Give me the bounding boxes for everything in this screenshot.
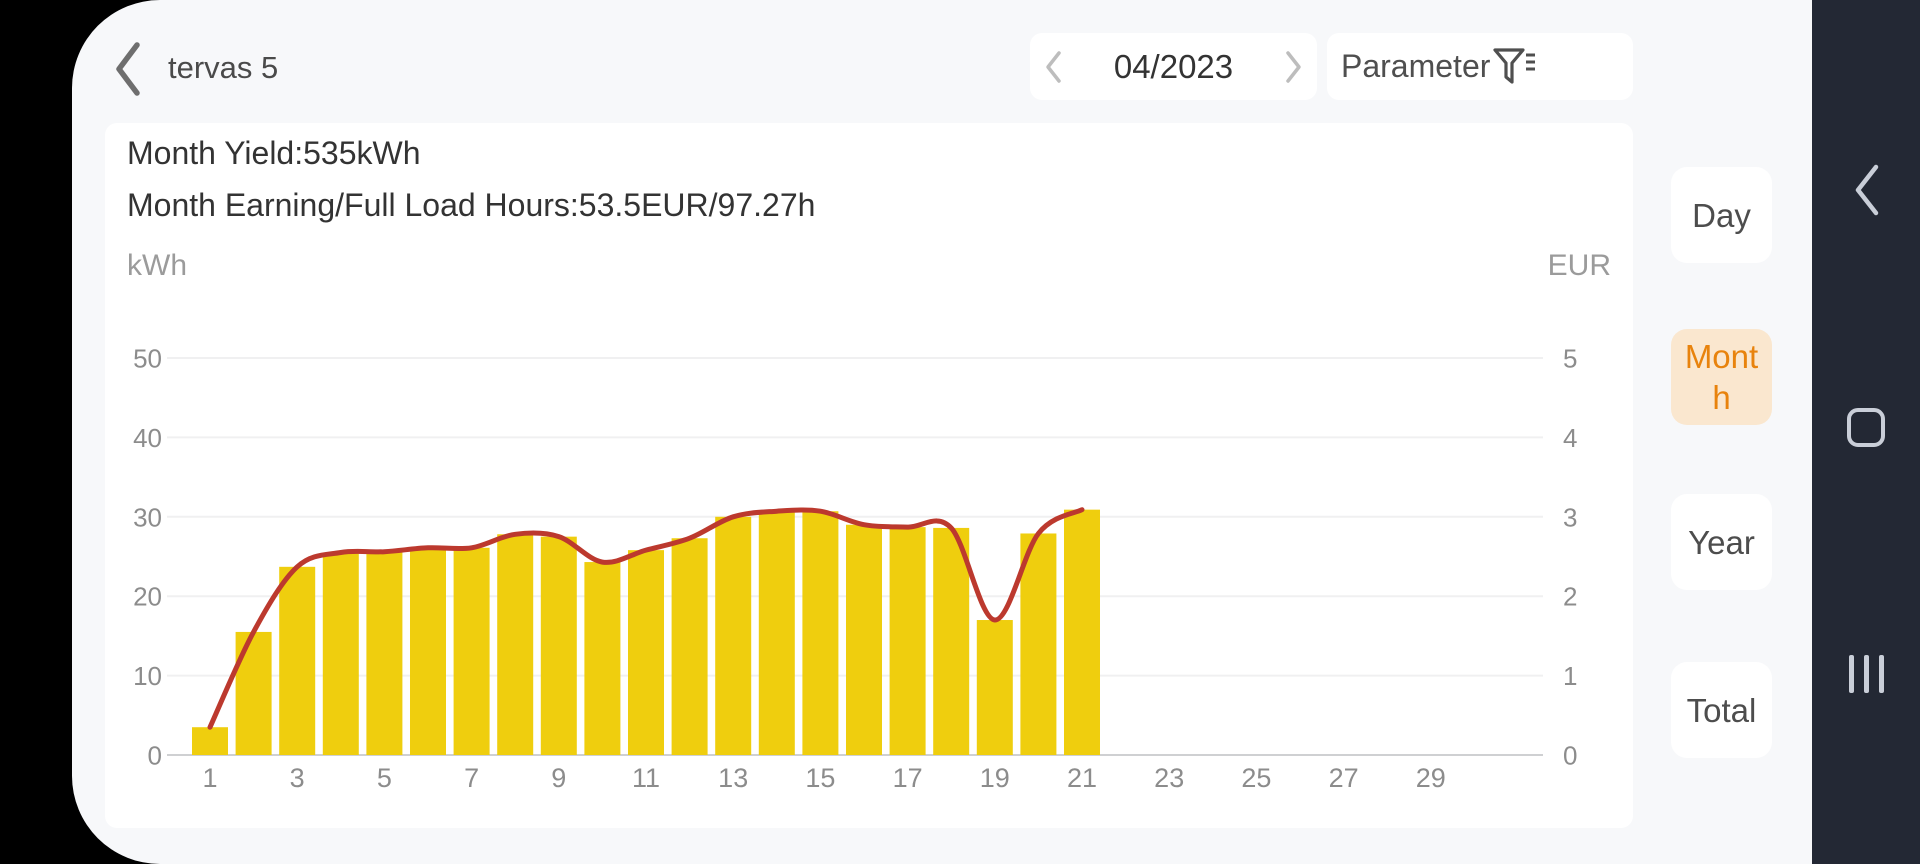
svg-text:15: 15 — [805, 763, 835, 793]
parameter-button[interactable]: Parameter — [1327, 33, 1633, 100]
tab-month[interactable]: Month — [1671, 329, 1772, 425]
tab-day-label: Day — [1692, 196, 1751, 234]
svg-text:3: 3 — [290, 763, 305, 793]
yield-bar — [540, 536, 577, 755]
svg-text:29: 29 — [1416, 763, 1446, 793]
tab-year[interactable]: Year — [1671, 494, 1772, 590]
right-axis-unit: EUR — [1547, 249, 1611, 282]
svg-text:25: 25 — [1241, 763, 1271, 793]
yield-bar — [584, 562, 621, 755]
yield-bar — [453, 547, 490, 755]
yield-bar — [235, 631, 272, 755]
chevron-right-icon — [1286, 50, 1301, 83]
android-back-button[interactable] — [1852, 162, 1880, 223]
tab-year-label: Year — [1688, 523, 1755, 561]
yield-bar — [192, 727, 228, 755]
yield-bar — [671, 538, 708, 755]
android-recents-button[interactable] — [1849, 655, 1884, 693]
svg-text:17: 17 — [893, 763, 923, 793]
svg-text:30: 30 — [133, 502, 162, 532]
chevron-left-icon — [1046, 50, 1061, 83]
svg-text:23: 23 — [1154, 763, 1184, 793]
yield-bar — [1020, 533, 1057, 755]
svg-text:1: 1 — [1563, 661, 1577, 691]
svg-text:19: 19 — [980, 763, 1010, 793]
yield-bar — [628, 550, 664, 755]
svg-text:3: 3 — [1563, 502, 1577, 532]
yield-bar — [889, 527, 926, 755]
tab-month-label: Month — [1684, 338, 1759, 416]
svg-text:0: 0 — [1563, 740, 1577, 770]
yield-bar — [366, 551, 403, 755]
yield-bar — [1064, 509, 1100, 755]
svg-text:27: 27 — [1329, 763, 1359, 793]
recents-bar-icon — [1864, 655, 1869, 693]
back-button[interactable] — [112, 40, 142, 98]
earning-line — [207, 507, 1085, 730]
android-home-button[interactable] — [1847, 408, 1885, 447]
selected-month-label[interactable]: 04/2023 — [1113, 47, 1234, 85]
back-chevron-icon — [116, 42, 140, 96]
android-back-icon — [1855, 164, 1879, 216]
android-nav-bar — [1812, 0, 1920, 864]
app-window: tervas 5 04/2023 Parameter Month Yield:5… — [72, 0, 1812, 864]
filter-icon — [1493, 47, 1536, 84]
right-axis-ticks: 0 1 2 3 4 5 — [1563, 343, 1577, 770]
tab-total-label: Total — [1686, 691, 1757, 729]
yield-bar — [322, 552, 359, 755]
yield-bar — [976, 620, 1013, 755]
svg-text:10: 10 — [133, 661, 162, 691]
prev-month-button[interactable] — [1044, 50, 1062, 84]
svg-text:5: 5 — [1563, 343, 1577, 373]
yield-bar — [410, 547, 446, 755]
left-axis-unit: kWh — [127, 249, 187, 282]
yield-bar — [802, 511, 839, 755]
svg-text:7: 7 — [464, 763, 479, 793]
month-earning-stat: Month Earning/Full Load Hours:53.5EUR/97… — [127, 187, 816, 223]
svg-text:20: 20 — [133, 582, 162, 612]
x-axis-ticks: 1 3 5 7 9 11 13 15 17 19 21 23 25 27 29 — [202, 763, 1445, 793]
yield-bars — [192, 509, 1100, 755]
yield-bar — [846, 524, 882, 755]
next-month-button[interactable] — [1285, 50, 1303, 84]
svg-text:50: 50 — [133, 343, 162, 373]
svg-text:4: 4 — [1563, 423, 1577, 453]
yield-bar — [933, 527, 970, 755]
chart-card: Month Yield:535kWh Month Earning/Full Lo… — [105, 123, 1633, 828]
yield-bar — [715, 516, 752, 755]
yield-bar — [758, 511, 795, 755]
svg-text:21: 21 — [1067, 763, 1097, 793]
date-navigator: 04/2023 — [1030, 33, 1317, 100]
svg-text:5: 5 — [377, 763, 392, 793]
recents-bar-icon — [1849, 655, 1854, 693]
svg-text:13: 13 — [718, 763, 748, 793]
tab-day[interactable]: Day — [1671, 167, 1772, 263]
svg-text:2: 2 — [1563, 582, 1577, 612]
left-axis-ticks: 0 10 20 30 40 50 — [133, 343, 162, 770]
yield-bar — [279, 566, 316, 755]
month-yield-stat: Month Yield:535kWh — [127, 135, 421, 171]
svg-text:9: 9 — [551, 763, 566, 793]
svg-text:1: 1 — [202, 763, 217, 793]
yield-bar — [497, 534, 534, 755]
page-title: tervas 5 — [168, 50, 279, 85]
parameter-label: Parameter — [1341, 48, 1491, 84]
tab-total[interactable]: Total — [1671, 662, 1772, 758]
recents-bar-icon — [1879, 655, 1884, 693]
svg-text:40: 40 — [133, 423, 162, 453]
svg-text:0: 0 — [148, 740, 162, 770]
svg-text:11: 11 — [632, 763, 660, 793]
